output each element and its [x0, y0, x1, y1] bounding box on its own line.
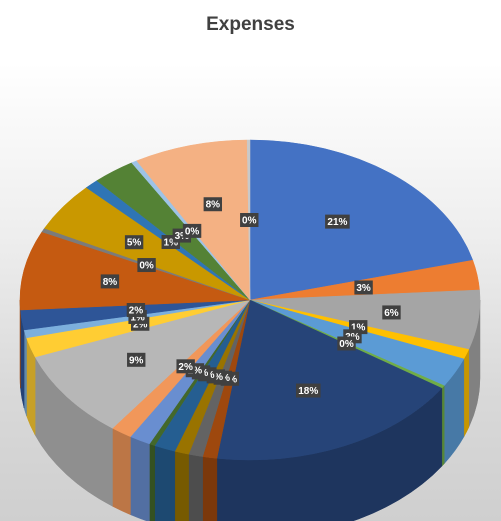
pie-side-8 [188, 453, 203, 521]
pie-side-12 [130, 436, 150, 521]
svg-text:1%: 1% [130, 312, 145, 323]
svg-text:1%: 1% [164, 238, 179, 249]
svg-text:18%: 18% [298, 386, 318, 397]
svg-text:0%: 0% [185, 226, 200, 237]
svg-text:0%: 0% [339, 339, 354, 350]
svg-text:8%: 8% [206, 200, 221, 211]
data-label-0: 21% [325, 214, 350, 229]
data-labels: 21%3%6%1%3%0%18%1%1%1%2%0%2%2%9%2%1%2%8%… [100, 197, 401, 398]
svg-text:5%: 5% [127, 238, 142, 249]
data-label-14: 9% [127, 352, 146, 367]
svg-text:6%: 6% [384, 308, 399, 319]
pie-slice-6[interactable] [216, 299, 443, 461]
svg-text:0%: 0% [139, 261, 154, 272]
pie-side-walls [19, 299, 481, 521]
data-label-5: 0% [337, 336, 356, 351]
svg-text:2%: 2% [129, 306, 144, 317]
pie-side-5 [441, 385, 445, 467]
data-label-18: 8% [100, 274, 120, 289]
pie-side-9 [174, 450, 189, 521]
svg-text:3%: 3% [175, 231, 190, 242]
pie-side-16 [23, 329, 27, 416]
data-label-13: 2% [176, 359, 195, 374]
pie-side-13 [112, 427, 131, 516]
data-label-23: 0% [182, 223, 202, 238]
data-label-19: 0% [137, 258, 156, 273]
pie-slice-18[interactable] [19, 231, 251, 311]
data-label-20: 5% [124, 235, 144, 250]
svg-text:0%: 0% [242, 216, 257, 227]
pie-side-3 [463, 349, 469, 438]
svg-text:8%: 8% [103, 277, 118, 288]
svg-text:21%: 21% [327, 217, 347, 228]
pie-slice-24[interactable] [136, 139, 251, 301]
pie-side-10 [154, 445, 176, 521]
chart-title: Expenses [206, 14, 295, 35]
svg-text:3%: 3% [356, 283, 371, 294]
data-label-25: 0% [240, 213, 259, 228]
svg-text:2%: 2% [133, 319, 148, 330]
data-label-2: 6% [382, 305, 401, 320]
svg-text:2%: 2% [178, 362, 193, 373]
data-label-24: 8% [203, 197, 223, 212]
data-label-6: 18% [295, 383, 321, 398]
pie-top [19, 139, 481, 461]
pie-side-7 [202, 456, 218, 521]
pie-slice-0[interactable] [249, 139, 474, 301]
data-label-1: 3% [354, 280, 373, 295]
svg-text:9%: 9% [129, 355, 144, 366]
svg-text:1%: 1% [351, 323, 366, 334]
data-label-17: 2% [126, 303, 146, 318]
svg-text:2%: 2% [188, 366, 203, 377]
pie-side-11 [149, 443, 155, 521]
